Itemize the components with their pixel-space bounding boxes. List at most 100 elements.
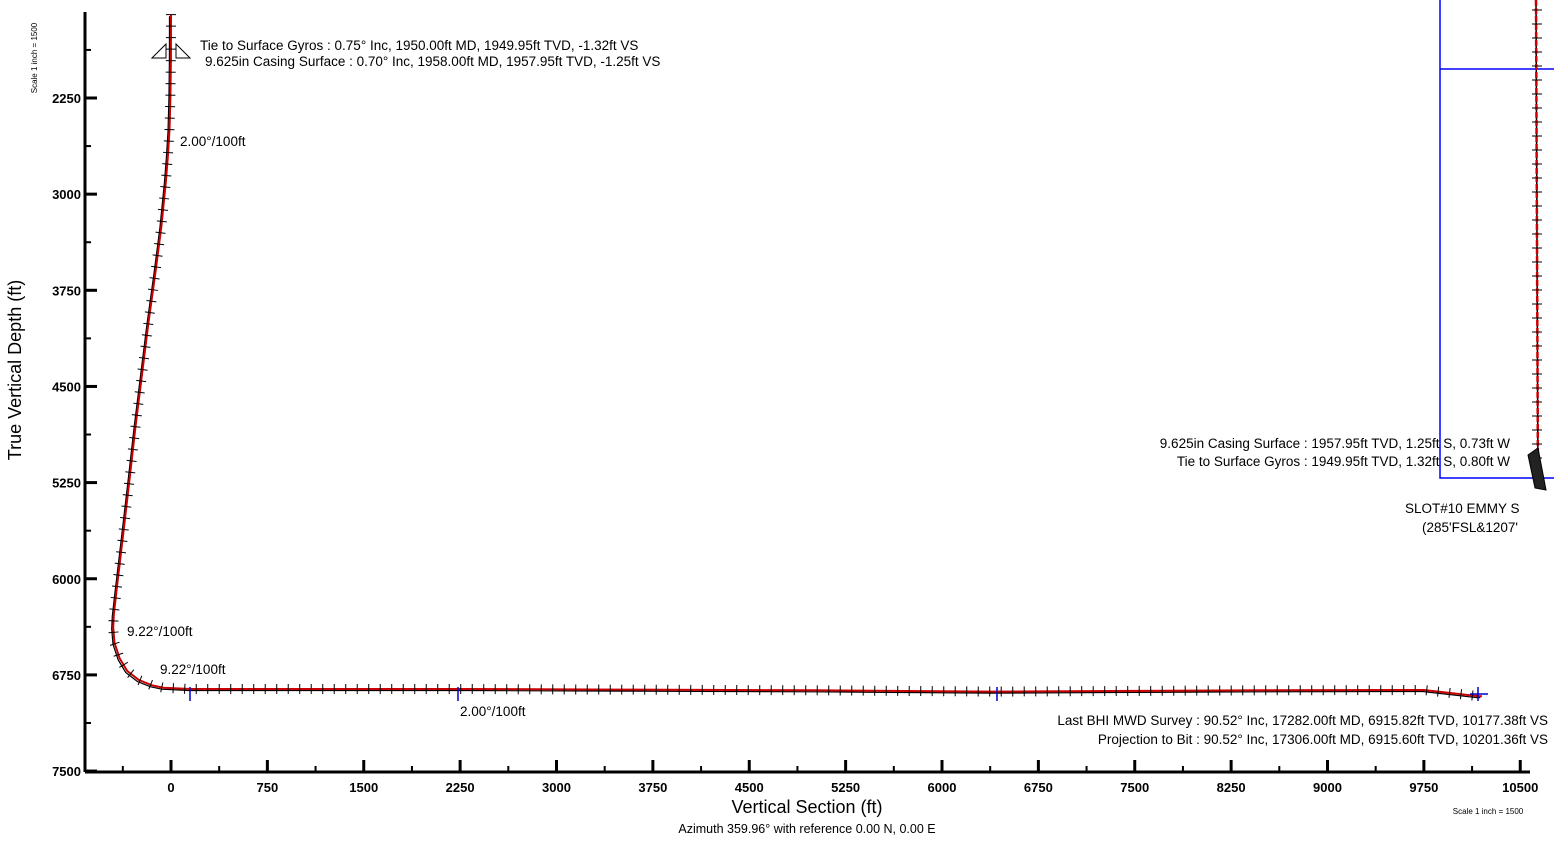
station-tick xyxy=(163,140,174,142)
y-tick-label: 4500 xyxy=(52,379,81,394)
station-tick xyxy=(117,539,128,542)
station-tick xyxy=(143,322,154,326)
station-tick xyxy=(163,151,174,154)
annotation-label: 9.22°/100ft xyxy=(127,624,193,639)
station-tick xyxy=(159,197,170,200)
station-tick xyxy=(162,163,173,165)
y-tick-label: 6750 xyxy=(52,668,81,683)
station-tick xyxy=(156,220,167,223)
station-tick xyxy=(140,345,151,348)
station-tick xyxy=(111,585,123,588)
well-path xyxy=(108,14,1488,701)
y-scale-note: Scale 1 inch = 1500 xyxy=(30,22,39,93)
annotation-label: Last BHI MWD Survey : 90.52° Inc, 17282.… xyxy=(1057,713,1548,728)
annotation-label: 9.625in Casing Surface : 0.70° Inc, 1958… xyxy=(205,54,660,69)
station-tick xyxy=(113,574,124,577)
station-tick xyxy=(126,459,137,462)
tie-in-symbol xyxy=(150,42,192,59)
station-tick xyxy=(1448,687,1451,698)
station-tick xyxy=(122,494,133,497)
station-tick xyxy=(118,528,129,531)
x-tick-label: 3750 xyxy=(638,780,667,795)
station-tick xyxy=(137,675,143,686)
inset-box xyxy=(1439,0,1554,479)
axes: 0 750 1500 2250 3000 3750 4500 5250 6000 6750 7500… xyxy=(5,12,1538,836)
station-tick xyxy=(127,448,138,451)
y-axis-title: True Vertical Depth (ft) xyxy=(5,280,25,460)
y-tick-label: 3750 xyxy=(52,283,81,298)
x-tick-label: 8250 xyxy=(1217,780,1246,795)
station-tick xyxy=(1471,690,1474,701)
station-tick xyxy=(160,682,164,693)
station-tick xyxy=(109,641,120,646)
station-tick xyxy=(155,231,166,234)
inset-casing-label: 9.625in Casing Surface : 1957.95ft TVD, … xyxy=(1160,436,1510,451)
y-tick-label: 6000 xyxy=(52,572,81,587)
station-tick xyxy=(130,425,141,428)
station-tick xyxy=(139,357,150,360)
x-tick-label: 0 xyxy=(167,780,174,795)
inset-slot-marker xyxy=(1527,447,1547,491)
x-scale-note: Scale 1 inch = 1500 xyxy=(1453,807,1524,816)
station-tick xyxy=(113,652,124,657)
y-tick-label: 3000 xyxy=(52,187,81,202)
station-tick xyxy=(114,562,125,565)
survey-path xyxy=(112,14,1482,698)
station-tick xyxy=(108,631,119,634)
x-tick-label: 6000 xyxy=(928,780,957,795)
station-tick xyxy=(110,596,121,600)
station-tick xyxy=(109,608,120,611)
annotation-label: Projection to Bit : 90.52° Inc, 17306.00… xyxy=(1098,732,1548,747)
annotation-label: 2.00°/100ft xyxy=(460,704,526,719)
x-tick-label: 5250 xyxy=(831,780,860,795)
annotation-label: Tie to Surface Gyros : 0.75° Inc, 1950.0… xyxy=(200,38,638,53)
station-tick xyxy=(1459,689,1463,700)
x-tick-label: 10500 xyxy=(1502,780,1538,795)
annotation-label: 2.00°/100ft xyxy=(180,134,246,149)
station-tick xyxy=(127,669,135,678)
plan-view-inset: 9.625in Casing Surface : 1957.95ft TVD, … xyxy=(1160,0,1554,535)
station-tick xyxy=(141,334,152,337)
station-tick xyxy=(121,505,132,508)
station-tick xyxy=(152,254,163,257)
y-tick-label: 2250 xyxy=(52,91,81,106)
annotation-label: 9.22°/100ft xyxy=(160,662,226,677)
station-tick xyxy=(120,516,131,520)
x-tick-label: 4500 xyxy=(735,780,764,795)
x-tick-label: 6750 xyxy=(1024,780,1053,795)
annotations: Tie to Surface Gyros : 0.75° Inc, 1950.0… xyxy=(127,38,1548,747)
station-tick xyxy=(161,174,172,177)
station-tick xyxy=(136,379,147,383)
station-tick xyxy=(129,437,140,440)
x-tick-label: 3000 xyxy=(542,780,571,795)
station-tick xyxy=(144,311,155,314)
design-path xyxy=(111,16,1481,699)
station-tick xyxy=(1437,686,1440,697)
station-tick xyxy=(157,208,169,211)
station-tick xyxy=(147,288,159,291)
station-tick xyxy=(116,551,127,554)
inset-slot-name: SLOT#10 EMMY S xyxy=(1405,501,1520,516)
y-tick-label: 7500 xyxy=(52,764,81,779)
x-axis-subtitle: Azimuth 359.96° with reference 0.00 N, 0… xyxy=(678,822,935,836)
station-tick xyxy=(149,277,160,280)
station-tick xyxy=(108,620,119,622)
station-tick xyxy=(133,402,144,405)
station-tick xyxy=(125,471,136,474)
station-tick xyxy=(154,243,165,246)
y-tick-label: 5250 xyxy=(52,476,81,491)
station-tick xyxy=(148,679,153,690)
x-tick-label: 750 xyxy=(257,780,279,795)
station-tick xyxy=(131,414,142,417)
x-tick-label: 7500 xyxy=(1120,780,1149,795)
station-tick xyxy=(146,299,157,303)
x-tick-label: 9000 xyxy=(1313,780,1342,795)
inset-plan-line xyxy=(1534,0,1540,489)
station-tick xyxy=(123,482,135,485)
station-tick xyxy=(1425,685,1428,696)
x-tick-label: 2250 xyxy=(446,780,475,795)
inset-tie-label: Tie to Surface Gyros : 1949.95ft TVD, 1.… xyxy=(1177,454,1510,469)
station-tick xyxy=(134,391,145,394)
x-axis-title: Vertical Section (ft) xyxy=(731,797,882,817)
